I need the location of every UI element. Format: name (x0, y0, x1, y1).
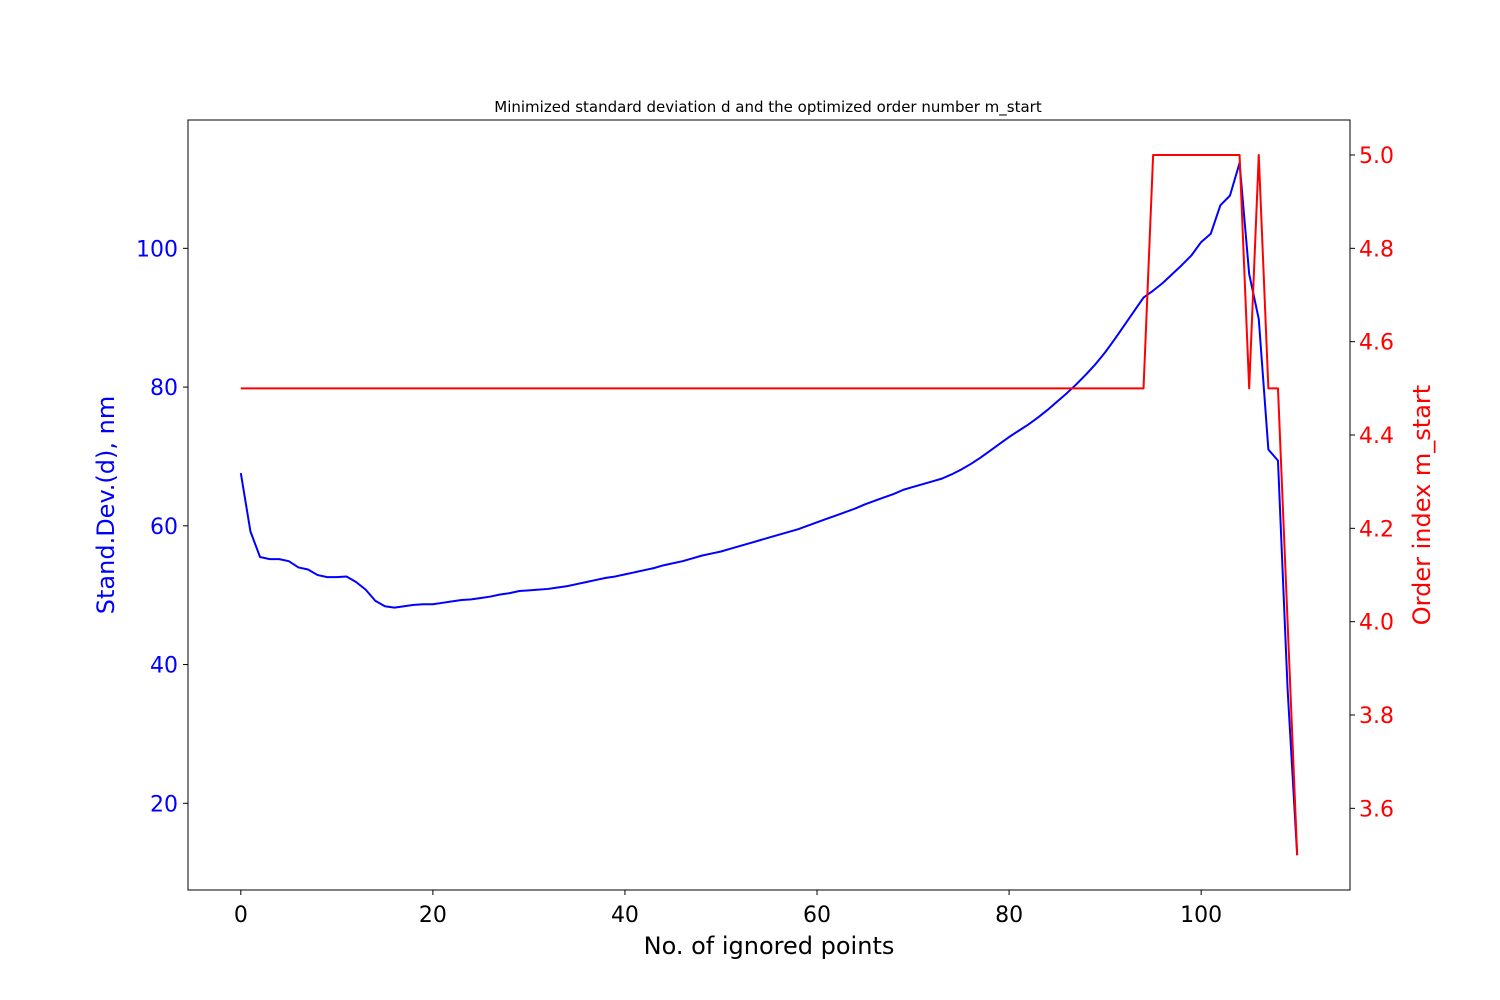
x-tick-label: 100 (1180, 903, 1222, 928)
x-tick-label: 0 (234, 903, 248, 928)
x-tick-label: 60 (803, 903, 831, 928)
right-y-tick-label: 5.0 (1359, 144, 1394, 169)
right-y-axis-ticks: 3.6 3.8 4.0 4.2 4.4 4.6 4.8 5.0 (1350, 144, 1394, 822)
left-y-tick-label: 100 (136, 237, 178, 262)
right-y-axis-title: Order index m_start (1408, 385, 1436, 625)
left-y-tick-label: 20 (150, 792, 178, 817)
right-y-tick-label: 4.4 (1359, 424, 1394, 449)
series-layer (239, 154, 1299, 856)
left-y-axis-ticks: 20 40 60 80 100 (136, 237, 188, 817)
x-axis-ticks: 0 20 40 60 80 100 (234, 890, 1222, 928)
left-y-tick-label: 60 (150, 515, 178, 540)
right-y-tick-label: 4.0 (1359, 611, 1394, 636)
plot-frame (187, 119, 1351, 891)
order-index-series-line (240, 154, 1299, 856)
x-tick-label: 20 (419, 903, 447, 928)
x-axis-title: No. of ignored points (644, 932, 895, 960)
chart-title: Minimized standard deviation d and the o… (494, 98, 1042, 117)
x-tick-label: 40 (611, 903, 639, 928)
right-y-tick-label: 3.6 (1359, 797, 1394, 822)
left-y-tick-label: 40 (150, 654, 178, 679)
left-y-tick-label: 80 (150, 376, 178, 401)
right-y-tick-label: 4.6 (1359, 331, 1394, 356)
right-y-tick-label: 4.8 (1359, 237, 1394, 262)
left-y-axis-title: Stand.Dev.(d), nm (92, 396, 120, 614)
right-y-tick-label: 3.8 (1359, 704, 1394, 729)
right-y-tick-label: 4.2 (1359, 517, 1394, 542)
std-dev-series-line (239, 162, 1299, 856)
x-tick-label: 80 (995, 903, 1023, 928)
